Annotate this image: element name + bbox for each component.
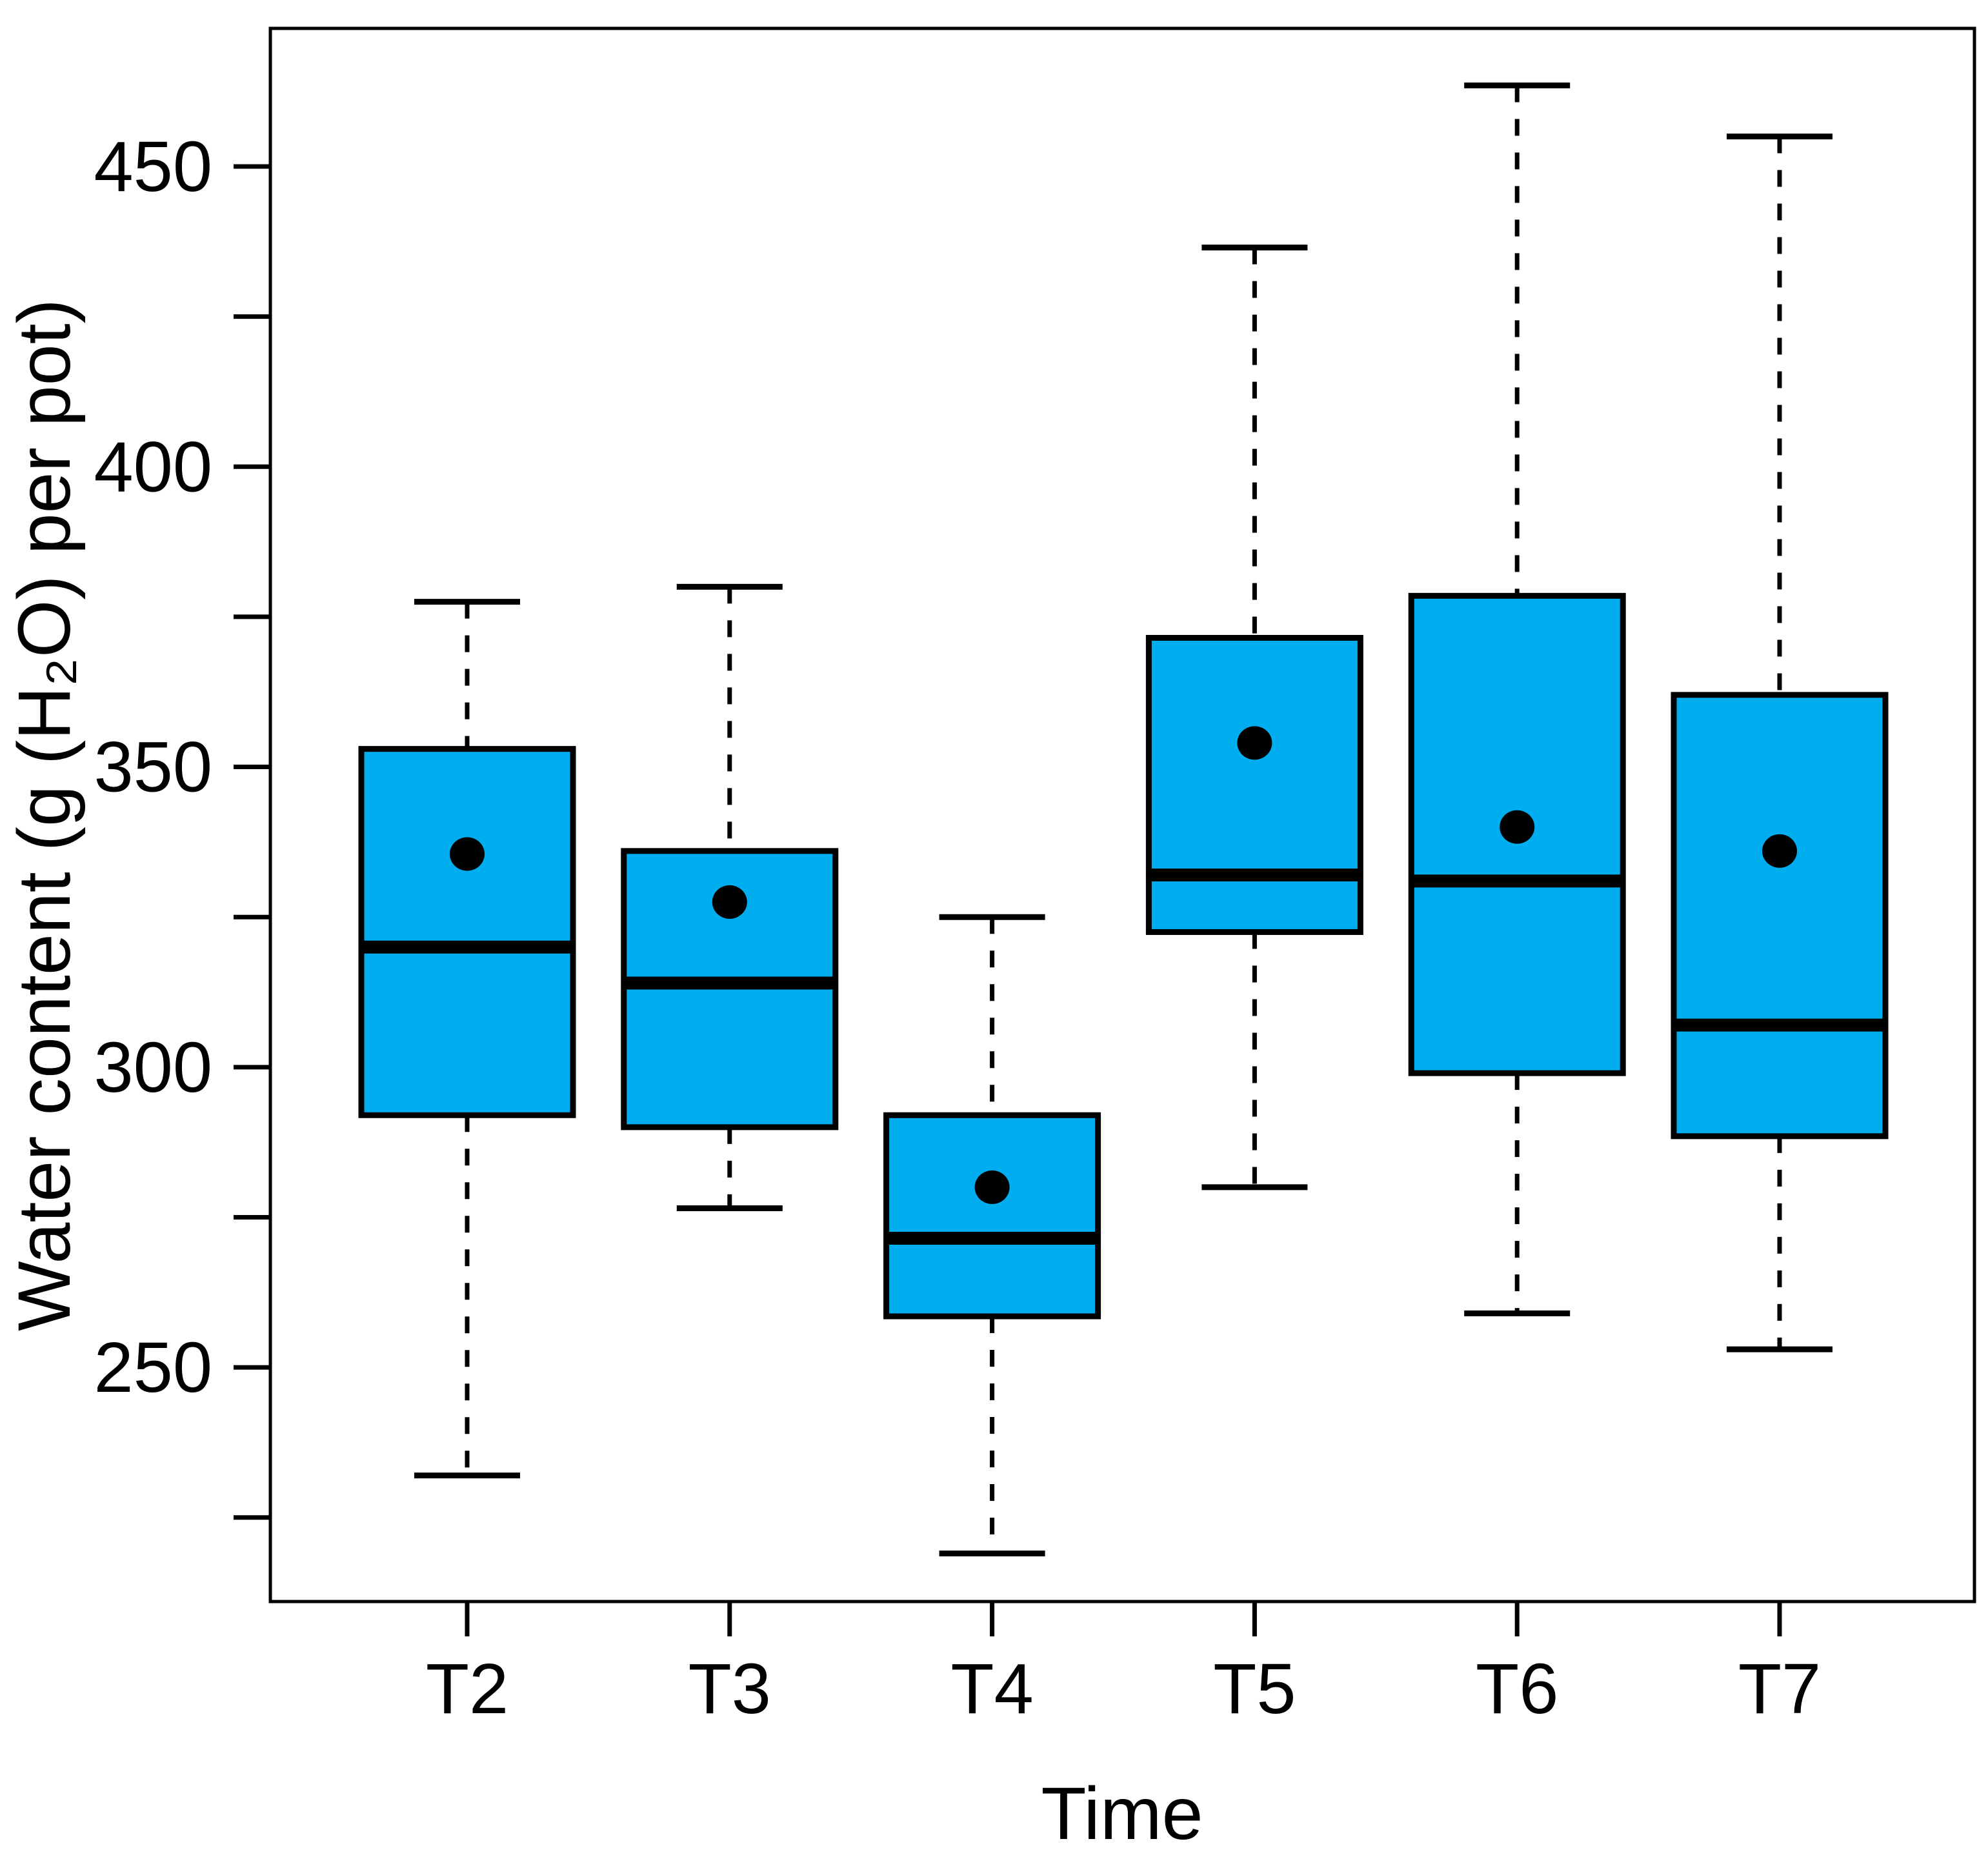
mean-marker	[1237, 726, 1272, 760]
iqr-box	[1671, 692, 1889, 1140]
y-axis-title: Water content (g (H₂O) per pot)	[3, 299, 86, 1331]
iqr-box	[883, 1112, 1101, 1320]
boxplot-T4	[883, 914, 1101, 1557]
x-axis-tick-label: T6	[1476, 1649, 1558, 1729]
y-axis-tick-label: 450	[94, 127, 212, 206]
x-axis-tick-label: T3	[688, 1649, 771, 1729]
mean-marker	[712, 885, 747, 919]
y-axis-tick-label: 350	[94, 728, 212, 807]
x-axis-title: Time	[1041, 1773, 1203, 1855]
boxplot-T3	[621, 583, 839, 1211]
mean-marker	[1762, 834, 1797, 868]
y-axis-tick-label: 300	[94, 1028, 212, 1107]
x-axis-tick-label: T7	[1738, 1649, 1821, 1729]
y-axis-tick-label: 400	[94, 427, 212, 507]
x-axis-tick-label: T5	[1213, 1649, 1296, 1729]
boxplot-T2	[358, 599, 576, 1479]
boxplot-T6	[1408, 82, 1626, 1316]
mean-marker	[974, 1170, 1010, 1204]
x-axis-tick-label: T2	[426, 1649, 508, 1729]
y-axis-tick-label: 250	[94, 1328, 212, 1407]
mean-marker	[450, 837, 485, 871]
plot-content: 250 300 350 400 450 T2 T3 T4 T5 T6 T7	[94, 26, 1976, 1729]
boxplot-T5	[1145, 245, 1363, 1191]
iqr-box	[1145, 634, 1363, 935]
x-axis-tick-label: T4	[950, 1649, 1033, 1729]
plot-border	[268, 26, 1976, 1603]
iqr-box	[358, 746, 576, 1118]
mean-marker	[1500, 810, 1535, 844]
boxplot-T7	[1671, 133, 1889, 1352]
